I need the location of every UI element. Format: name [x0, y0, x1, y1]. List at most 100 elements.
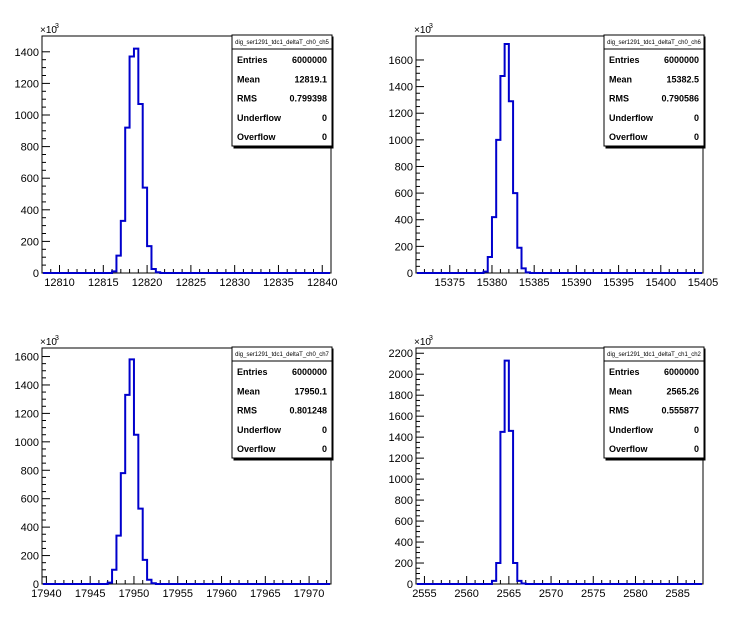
y-tick-label: 0 [407, 579, 413, 591]
histogram-name: dig_ser1291_tdc1_deltaT_ch0_ch5 [235, 40, 329, 46]
histogram-panel-4: 0 200 400 600 800 1000 1200 1400 1600 1800 2000 220… [389, 335, 706, 600]
histogram-name: dig_ser1291_tdc1_deltaT_ch1_ch2 [607, 352, 701, 358]
x-tick-label: 17945 [75, 588, 106, 600]
stats-value: 0 [694, 132, 699, 142]
stats-label: Underflow [237, 113, 282, 123]
y-tick-label: 2200 [389, 348, 413, 360]
y-tick-label: 1200 [15, 78, 39, 90]
stats-label: RMS [237, 94, 257, 104]
y-tick-label: 600 [395, 188, 413, 200]
x-tick-label: 15380 [477, 277, 508, 289]
y-tick-label: 400 [21, 522, 39, 534]
x-tick-label: 17970 [294, 588, 325, 600]
stats-label: Entries [237, 367, 268, 377]
y-tick-label: 1800 [389, 390, 413, 402]
x-tick-label: 15390 [561, 277, 592, 289]
x-tick-label: 2555 [412, 588, 436, 600]
y-tick-label: 0 [407, 268, 413, 280]
stats-label: Mean [609, 386, 632, 396]
stats-box-frame [231, 34, 333, 147]
y-tick-label: 1600 [389, 411, 413, 423]
histogram-name: dig_ser1291_tdc1_deltaT_ch0_ch7 [235, 352, 329, 358]
y-tick-label: 2000 [389, 369, 413, 381]
y-exponent-power: 3 [55, 335, 59, 342]
x-tick-label: 12830 [219, 277, 250, 289]
stats-value: 15382.5 [666, 74, 699, 84]
stats-box: dig_ser1291_tdc1_deltaT_ch0_ch7 Entries 60… [231, 346, 334, 461]
x-tick-label: 17965 [250, 588, 281, 600]
histogram-panel-3: 0 200 400 600 800 1000 1200 1400 1600 17940 17945 1… [15, 335, 334, 600]
y-tick-label: 1000 [389, 135, 413, 147]
histogram-outline [417, 42, 702, 274]
y-exponent-power: 3 [429, 23, 433, 30]
stats-value: 17950.1 [294, 386, 327, 396]
y-tick-label: 200 [21, 551, 39, 563]
histogram-outline [43, 47, 330, 274]
y-tick-label: 1000 [15, 110, 39, 122]
y-tick-label: 200 [395, 558, 413, 570]
stats-value: 0 [322, 113, 327, 123]
x-tick-label: 15375 [434, 277, 465, 289]
y-tick-label: 200 [395, 241, 413, 253]
y-tick-label: 800 [21, 142, 39, 154]
stats-label: Mean [237, 386, 260, 396]
x-tick-label: 12835 [263, 277, 294, 289]
y-tick-label: 400 [21, 205, 39, 217]
stats-value: 0 [322, 132, 327, 142]
y-exponent-label: ×10 [40, 337, 57, 348]
stats-label: Underflow [237, 425, 282, 435]
stats-label: RMS [237, 406, 257, 416]
x-tick-label: 15405 [688, 277, 719, 289]
x-tick-label: 2570 [539, 588, 563, 600]
stats-value: 0 [694, 444, 699, 454]
stats-value: 0 [694, 113, 699, 123]
stats-box: dig_ser1291_tdc1_deltaT_ch1_ch2 Entries 60… [603, 346, 706, 461]
histogram-name: dig_ser1291_tdc1_deltaT_ch0_ch6 [607, 40, 701, 46]
y-tick-label: 800 [395, 495, 413, 507]
y-tick-label: 1400 [15, 47, 39, 59]
histogram-panel-2: 0 200 400 600 800 1000 1200 1400 1600 15375 15380 1… [389, 23, 719, 289]
stats-value: 12819.1 [294, 74, 327, 84]
stats-value: 0.790586 [661, 94, 699, 104]
stats-box: dig_ser1291_tdc1_deltaT_ch0_ch6 Entries 60… [603, 34, 706, 149]
x-tick-label: 2565 [497, 588, 521, 600]
stats-box-frame [231, 346, 333, 459]
stats-label: Overflow [609, 444, 649, 454]
x-tick-label: 2580 [623, 588, 647, 600]
stats-value: 6000000 [664, 367, 699, 377]
y-tick-label: 1400 [389, 432, 413, 444]
y-exponent-label: ×10 [414, 337, 431, 348]
x-tick-label: 12820 [132, 277, 163, 289]
stats-label: Mean [609, 74, 632, 84]
stats-label: Entries [609, 367, 640, 377]
y-tick-label: 1400 [15, 380, 39, 392]
x-tick-label: 12825 [176, 277, 207, 289]
y-exponent-power: 3 [55, 23, 59, 30]
y-tick-label: 600 [395, 516, 413, 528]
y-tick-label: 1600 [389, 55, 413, 67]
x-tick-label: 17950 [119, 588, 150, 600]
stats-label: Mean [237, 74, 260, 84]
y-tick-label: 1200 [389, 108, 413, 120]
x-tick-label: 12840 [307, 277, 338, 289]
y-tick-label: 400 [395, 215, 413, 227]
histogram-outline [43, 358, 330, 585]
y-tick-label: 0 [33, 579, 39, 591]
y-tick-label: 1600 [15, 352, 39, 364]
stats-label: Entries [609, 55, 640, 65]
y-tick-label: 600 [21, 173, 39, 185]
y-tick-label: 1000 [389, 474, 413, 486]
y-tick-label: 800 [395, 161, 413, 173]
y-exponent-label: ×10 [40, 25, 57, 36]
x-tick-label: 17940 [31, 588, 62, 600]
x-tick-label: 17960 [206, 588, 237, 600]
x-tick-label: 17955 [162, 588, 193, 600]
stats-value: 6000000 [664, 55, 699, 65]
x-tick-label: 2560 [454, 588, 478, 600]
x-tick-label: 15395 [603, 277, 634, 289]
x-tick-label: 2575 [581, 588, 605, 600]
y-exponent-label: ×10 [414, 25, 431, 36]
histogram-outline [417, 359, 702, 585]
stats-value: 2565.26 [666, 386, 699, 396]
